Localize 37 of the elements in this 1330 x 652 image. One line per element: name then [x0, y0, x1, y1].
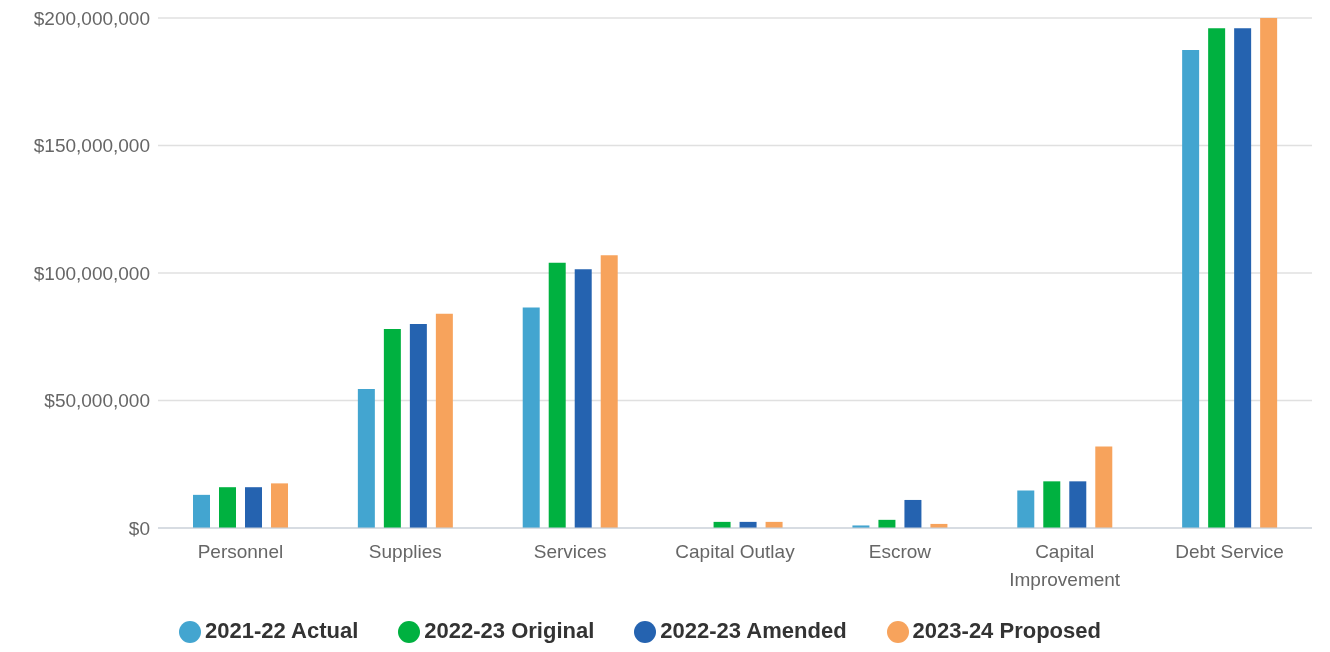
y-tick-label: $100,000,000 [33, 262, 150, 284]
x-tick-label: Personnel [197, 541, 284, 562]
bar [383, 329, 401, 528]
y-tick-label: $200,000,000 [33, 7, 150, 29]
x-tick-label: Capital Outlay [675, 541, 796, 562]
bar [1043, 481, 1061, 528]
legend-label: 2023-24 Proposed [912, 618, 1101, 643]
y-tick-label: $0 [128, 517, 150, 539]
x-tick-label: Capital Improvement [1009, 541, 1121, 590]
bar [1069, 481, 1087, 528]
bar [1182, 49, 1200, 528]
bar [600, 255, 618, 528]
bar [522, 307, 540, 528]
y-tick-label: $50,000,000 [44, 390, 150, 412]
x-tick-label: Services [533, 541, 607, 562]
bar [1208, 28, 1226, 528]
x-tick-label: Escrow [868, 541, 932, 562]
bar [574, 269, 592, 528]
bar [1234, 28, 1252, 528]
bar [219, 487, 236, 528]
bar [357, 389, 375, 528]
bar [904, 499, 922, 528]
bar [1095, 446, 1113, 528]
y-tick-label: $150,000,000 [33, 135, 150, 157]
bar [409, 324, 427, 528]
bar [193, 494, 210, 528]
bar [548, 262, 566, 528]
bar [1260, 18, 1278, 528]
legend-label: 2022-23 Original [424, 618, 595, 643]
legend-label: 2021-22 Actual [205, 618, 359, 643]
bar [245, 487, 262, 528]
x-tick-label: Supplies [368, 541, 442, 562]
bar [271, 483, 288, 528]
x-tick-label: Debt Service [1175, 541, 1284, 562]
bar [435, 313, 453, 528]
bar [1017, 490, 1035, 528]
legend-label: 2022-23 Amended [660, 618, 847, 643]
